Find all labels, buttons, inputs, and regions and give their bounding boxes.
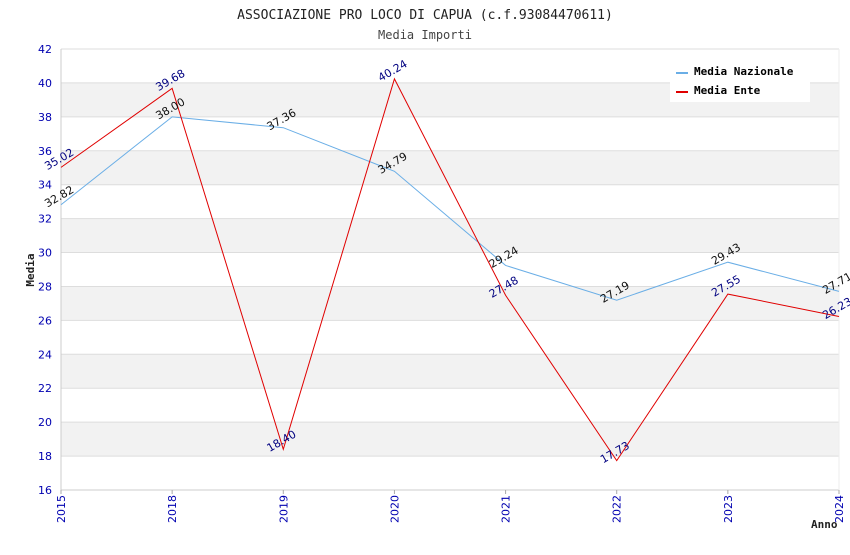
x-axis-label: Anno: [811, 518, 838, 531]
grid-band: [61, 286, 839, 321]
y-tick-label: 26: [38, 314, 52, 327]
legend-box: [670, 60, 810, 102]
x-tick-label: 2015: [55, 495, 68, 523]
y-tick-labels: 16 18 20 22 24 26 28 30 32 34 36 38 40 42: [38, 43, 52, 497]
y-tick-label: 18: [38, 450, 52, 463]
grid-lines: [61, 48, 839, 491]
x-tick-label: 2021: [500, 495, 513, 523]
y-tick-label: 22: [38, 382, 52, 395]
y-tick-label: 36: [38, 145, 52, 158]
y-tick-label: 30: [38, 247, 52, 260]
x-tick-label: 2018: [166, 495, 179, 523]
grid-band: [61, 422, 839, 457]
legend-label-nazionale: Media Nazionale: [694, 65, 794, 78]
x-tick-label: 2022: [611, 495, 624, 523]
legend: Media Nazionale Media Ente: [670, 60, 810, 102]
x-tick-labels: 2015 2018 2019 2020 2021 2022 2023 2024: [55, 495, 846, 523]
grid-band: [61, 354, 839, 389]
chart-title: ASSOCIAZIONE PRO LOCO DI CAPUA (c.f.9308…: [237, 8, 613, 23]
grid-band: [61, 218, 839, 253]
series-lines: [60, 77, 840, 462]
x-tick-label: 2024: [833, 495, 846, 523]
grid-band: [61, 150, 839, 185]
y-tick-label: 20: [38, 416, 52, 429]
y-axis-label: Media: [24, 253, 37, 286]
x-tick-label: 2023: [722, 495, 735, 523]
chart-subtitle: Media Importi: [378, 28, 472, 42]
y-tick-label: 38: [38, 111, 52, 124]
y-tick-label: 24: [38, 348, 52, 361]
y-tick-label: 42: [38, 43, 52, 56]
series-line-nazionale: [60, 116, 840, 301]
legend-label-ente: Media Ente: [694, 84, 761, 97]
y-tick-label: 34: [38, 179, 52, 192]
y-tick-label: 28: [38, 280, 52, 293]
y-tick-label: 32: [38, 213, 52, 226]
series-line-ente: [60, 77, 840, 462]
grid-bands: [61, 82, 839, 457]
axes: [60, 49, 840, 494]
data-label: 40.24: [376, 57, 410, 84]
x-tick-label: 2020: [388, 495, 401, 523]
y-tick-label: 16: [38, 484, 52, 497]
y-tick-label: 40: [38, 77, 52, 90]
x-tick-label: 2019: [277, 495, 290, 523]
